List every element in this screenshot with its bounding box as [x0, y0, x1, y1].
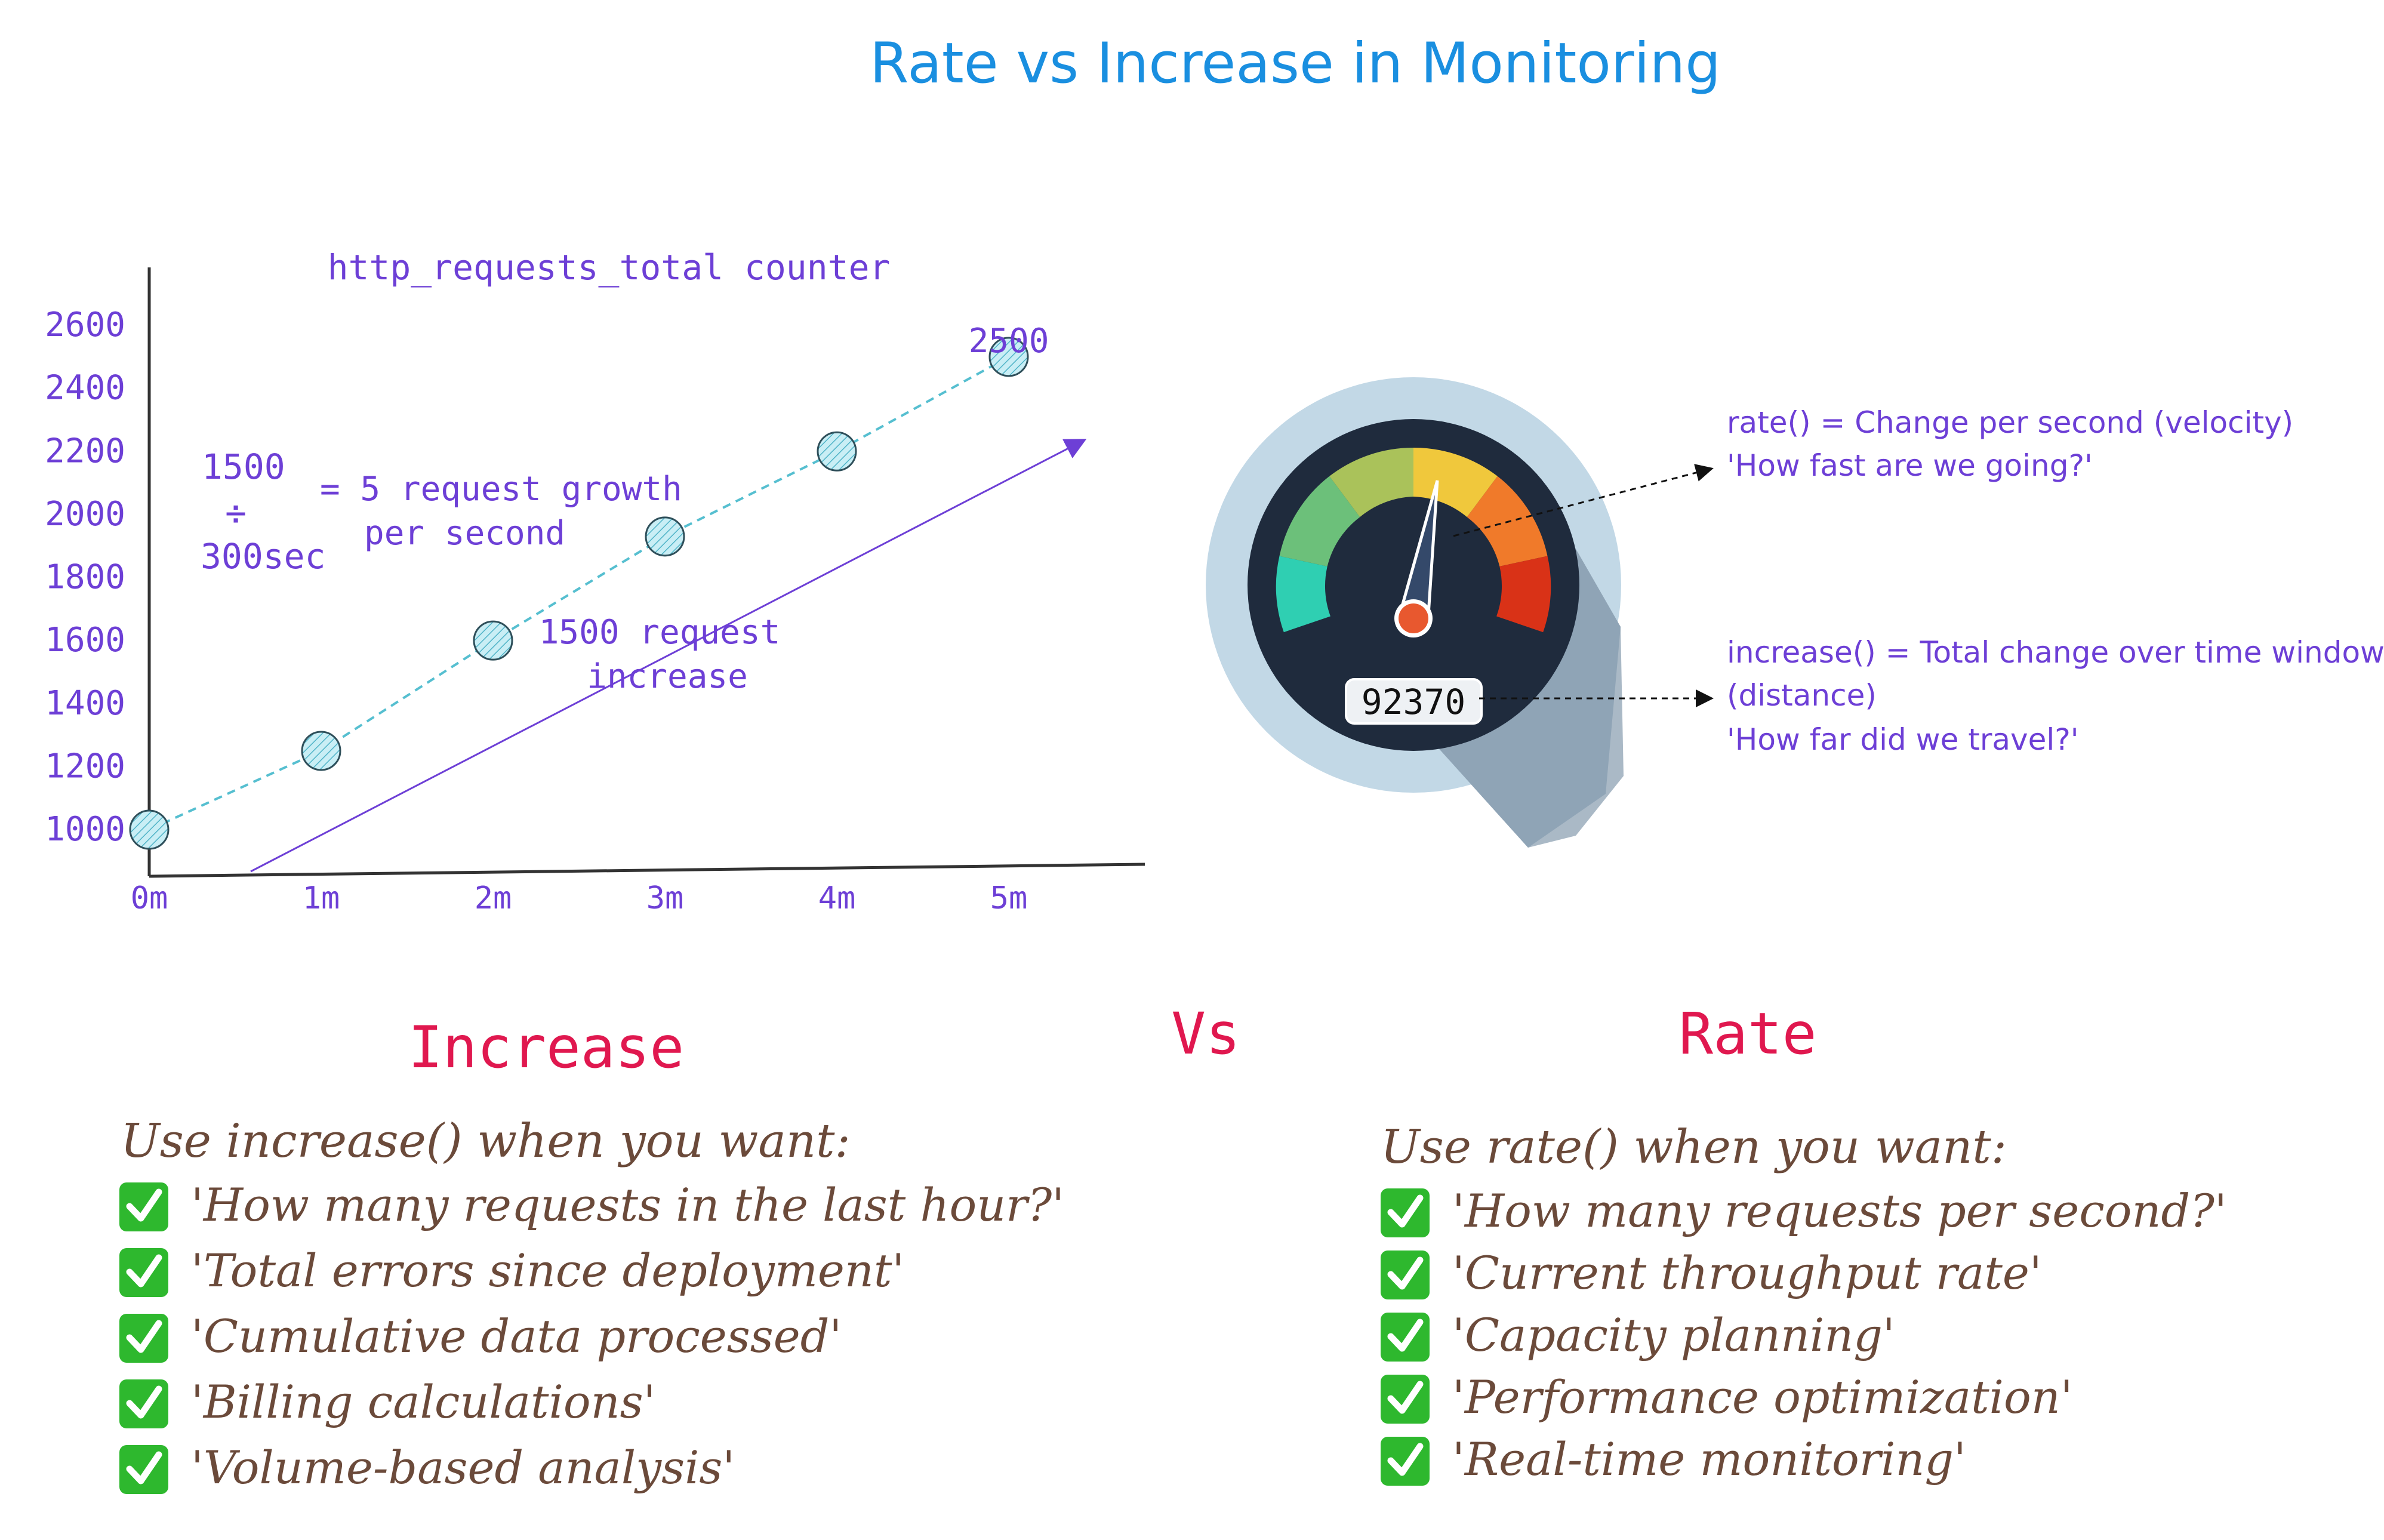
annotation-rate-line1: = 5 request growth [320, 470, 682, 509]
odometer-display [1345, 678, 1483, 725]
y-tick-label: 2000 [45, 495, 125, 534]
checklist-item-text: 'Cumulative data processed' [191, 1310, 842, 1363]
check-mark [1387, 1256, 1424, 1290]
rate-use-case-list: 'How many requests per second?' 'Current … [1381, 1184, 2227, 1486]
rate-callout-arrow [1453, 464, 1714, 537]
speedometer-icon: 92370 [1206, 377, 1624, 848]
counter-chart: http_requests_total counter 1000 1200 1400… [45, 247, 1145, 916]
increase-use-case-list: 'How many requests in the last hour?' 'To… [119, 1178, 1064, 1494]
annotation-numerator: 1500 [202, 446, 285, 487]
increase-definition: increase() = Total change over time wind… [1727, 635, 2384, 670]
increase-arrow [250, 439, 1087, 873]
checklist-item: 'How many requests in the last hour?' [119, 1178, 1064, 1231]
data-point [645, 516, 685, 557]
rate-heading: Rate [1678, 1000, 1816, 1067]
annotation-rate-line2: per second [364, 514, 565, 553]
chart-title: http_requests_total counter [328, 247, 891, 288]
y-tick-label: 1400 [45, 684, 125, 723]
y-tick-label: 2200 [45, 432, 125, 470]
x-tick-label: 0m [131, 880, 168, 916]
page-title: Rate vs Increase in Monitoring [870, 31, 1721, 96]
x-tick-label: 5m [990, 880, 1028, 916]
checklist-item-text: 'How many requests per second?' [1452, 1184, 2227, 1237]
y-tick-label: 1000 [45, 810, 125, 849]
series-trend-line [149, 356, 1009, 831]
checklist-item: 'Billing calculations' [119, 1375, 655, 1428]
x-tick-label: 4m [818, 880, 856, 916]
increase-distance: (distance) [1727, 678, 1877, 713]
check-mark [1387, 1443, 1424, 1476]
point-label-2500: 2500 [969, 322, 1049, 361]
x-axis [149, 863, 1145, 878]
data-point [473, 620, 513, 661]
checklist-item: 'Volume-based analysis' [119, 1441, 735, 1494]
annotation-increase-line1: 1500 request [539, 613, 781, 652]
data-point [301, 731, 341, 771]
x-tick-label: 1m [303, 880, 340, 916]
y-tick-label: 2400 [45, 369, 125, 408]
data-point [817, 431, 857, 472]
checklist-item: 'Performance optimization' [1381, 1370, 2073, 1424]
y-tick-label: 1200 [45, 747, 125, 786]
checklist-item: 'Capacity planning' [1381, 1308, 1895, 1362]
check-mark [1387, 1194, 1424, 1228]
checklist-item-text: 'Performance optimization' [1452, 1370, 2073, 1424]
checklist-item-text: 'Capacity planning' [1452, 1308, 1895, 1362]
check-mark [126, 1254, 162, 1288]
x-tick-label: 2m [475, 880, 512, 916]
y-tick-labels: 1000 1200 1400 1600 1800 2000 2200 2400 2600 [45, 306, 125, 849]
odometer-value: 92370 [1362, 682, 1466, 722]
data-point [129, 809, 170, 850]
check-mark [126, 1451, 162, 1484]
annotation-denominator: 300sec [201, 536, 326, 577]
checklist-item: 'Cumulative data processed' [119, 1310, 842, 1363]
checklist-item: 'Total errors since deployment' [119, 1244, 904, 1297]
check-mark [1387, 1319, 1424, 1352]
data-point [988, 337, 1029, 377]
data-points [129, 337, 1029, 850]
check-mark [126, 1188, 162, 1222]
rate-intro: Use rate() when you want: [1381, 1120, 2007, 1174]
checklist-item-text: 'Total errors since deployment' [191, 1244, 904, 1297]
checklist-item-text: 'How many requests in the last hour?' [191, 1178, 1064, 1231]
check-mark [126, 1320, 162, 1353]
checklist-item: 'Current throughput rate' [1381, 1246, 2042, 1299]
x-tick-labels: 0m 1m 2m 3m 4m 5m [131, 880, 1028, 916]
vs-label: Vs [1171, 1000, 1240, 1067]
division-icon: ÷ [225, 492, 247, 534]
y-tick-label: 1800 [45, 558, 125, 597]
check-mark [126, 1385, 162, 1419]
checklist-item-text: 'Billing calculations' [191, 1375, 655, 1428]
checklist-item: 'Real-time monitoring' [1381, 1433, 1966, 1486]
checklist-item: 'How many requests per second?' [1381, 1184, 2227, 1237]
y-tick-label: 2600 [45, 306, 125, 344]
increase-question: 'How far did we travel?' [1727, 722, 2079, 757]
checklist-item-text: 'Current throughput rate' [1452, 1246, 2042, 1299]
annotation-increase-line2: increase [587, 657, 748, 696]
y-tick-label: 1600 [45, 621, 125, 660]
x-tick-label: 3m [646, 880, 684, 916]
increase-intro: Use increase() when you want: [121, 1114, 851, 1168]
increase-heading: Increase [408, 1014, 684, 1081]
checklist-item-text: 'Volume-based analysis' [191, 1441, 735, 1494]
rate-question: 'How fast are we going?' [1727, 448, 2093, 483]
rate-definition: rate() = Change per second (velocity) [1727, 405, 2293, 440]
checklist-item-text: 'Real-time monitoring' [1452, 1433, 1966, 1486]
check-mark [1387, 1381, 1424, 1414]
